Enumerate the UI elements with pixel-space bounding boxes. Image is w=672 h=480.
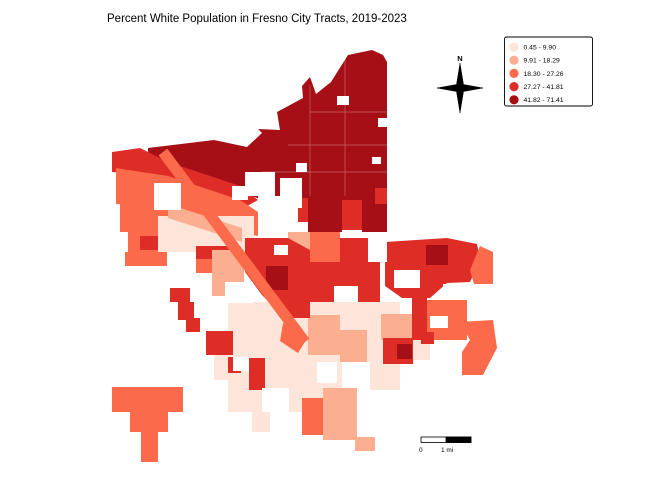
county-islands xyxy=(154,96,463,412)
map-hole xyxy=(282,206,298,222)
map-hole xyxy=(225,282,253,303)
tract-region xyxy=(125,252,167,266)
tract-region xyxy=(148,50,387,200)
tract-region xyxy=(355,437,375,451)
map-hole xyxy=(245,172,275,196)
map-hole xyxy=(317,362,337,383)
map-hole xyxy=(280,178,302,208)
tract-region xyxy=(340,330,367,362)
map-hole xyxy=(262,388,289,412)
map-hole xyxy=(337,96,349,105)
north-arrow: N xyxy=(436,54,484,114)
compass-rose-icon xyxy=(436,62,484,114)
map-hole xyxy=(443,284,463,298)
tract-region xyxy=(426,245,448,265)
tract-region xyxy=(280,323,308,353)
map-hole xyxy=(368,240,387,262)
tract-region xyxy=(340,238,368,262)
scale-bar-black-segment xyxy=(445,436,472,443)
tract-region xyxy=(308,315,340,355)
tract-region xyxy=(186,318,200,332)
legend-label: 27.27 - 41.81 xyxy=(524,84,564,91)
legend-box xyxy=(504,36,593,107)
map-hole xyxy=(378,118,387,127)
map-hole xyxy=(394,270,420,288)
scale-bar: 0 1 mi xyxy=(419,436,472,454)
tract-region xyxy=(421,332,434,344)
tract-region xyxy=(170,288,190,302)
tract-region xyxy=(266,266,288,290)
tract-boundaries xyxy=(262,57,387,196)
map-hole xyxy=(232,186,248,200)
tract-region xyxy=(140,236,162,250)
map-hole xyxy=(258,196,282,214)
map-hole xyxy=(430,316,448,328)
tract-region xyxy=(323,388,357,440)
highway-corridor xyxy=(158,148,310,346)
map-hole xyxy=(372,157,381,164)
legend: 0.45 - 9.90 9.91 - 18.29 18.30 - 27.26 2… xyxy=(504,36,593,107)
legend-label: 9.91 - 18.29 xyxy=(524,58,560,65)
tract-region xyxy=(249,358,265,390)
tract-region xyxy=(310,232,340,262)
tract-region xyxy=(112,387,183,462)
tract-region xyxy=(460,320,497,375)
legend-label: 41.82 - 71.41 xyxy=(524,97,564,104)
legend-swatch xyxy=(509,82,519,92)
map-hole xyxy=(233,357,249,371)
legend-swatch xyxy=(509,68,519,78)
scale-label-zero: 0 xyxy=(419,447,423,454)
tract-region xyxy=(412,298,427,340)
tract-region xyxy=(302,398,323,435)
tract-region xyxy=(470,246,493,284)
map-hole xyxy=(154,183,181,210)
legend-label: 18.30 - 27.26 xyxy=(524,71,564,78)
tract-region xyxy=(381,314,412,340)
tract-region xyxy=(375,188,387,204)
map-hole xyxy=(334,286,358,302)
scale-label-one-mile: 1 mi xyxy=(441,447,453,454)
north-arrow-label: N xyxy=(457,54,462,63)
tract-region xyxy=(308,198,342,232)
legend-swatch xyxy=(509,42,519,52)
map-hole xyxy=(274,245,288,255)
legend-swatch xyxy=(509,55,519,65)
tract-region xyxy=(342,200,362,230)
map-hole xyxy=(296,163,307,172)
tract-regions xyxy=(112,50,497,462)
legend-label: 0.45 - 9.90 xyxy=(524,44,557,51)
map-title: Percent White Population in Fresno City … xyxy=(107,13,407,25)
tract-region xyxy=(206,331,233,355)
tract-region xyxy=(397,344,412,359)
legend-swatch xyxy=(509,95,519,105)
tract-region xyxy=(178,302,194,320)
